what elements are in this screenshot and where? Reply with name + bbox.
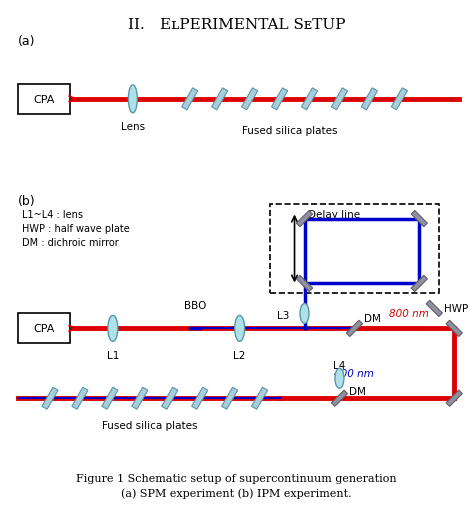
- Ellipse shape: [335, 369, 344, 388]
- Bar: [72, 387, 88, 410]
- Bar: [162, 387, 178, 410]
- Text: CPA: CPA: [33, 324, 55, 334]
- Text: Fused silica plates: Fused silica plates: [102, 420, 198, 430]
- Bar: [182, 88, 198, 111]
- Text: L1~L4 : lens
HWP : half wave plate
DM : dichroic mirror: L1~L4 : lens HWP : half wave plate DM : …: [22, 209, 130, 247]
- Text: DM: DM: [365, 314, 381, 324]
- Bar: [426, 300, 442, 317]
- Text: L4: L4: [333, 361, 346, 371]
- Bar: [391, 88, 407, 111]
- Bar: [296, 276, 313, 292]
- Bar: [252, 387, 268, 410]
- Text: Figure 1 Schematic setup of supercontinuum generation
(a) SPM experiment (b) IPM: Figure 1 Schematic setup of supercontinu…: [76, 473, 397, 498]
- Bar: [132, 387, 148, 410]
- Bar: [18, 314, 70, 344]
- Ellipse shape: [300, 304, 309, 324]
- Text: L1: L1: [107, 350, 119, 361]
- Bar: [18, 85, 70, 115]
- Bar: [346, 321, 363, 337]
- Bar: [296, 211, 313, 227]
- Bar: [102, 387, 118, 410]
- Text: 800 nm: 800 nm: [389, 309, 429, 319]
- Bar: [411, 211, 428, 227]
- Bar: [361, 88, 377, 111]
- Text: Fused silica plates: Fused silica plates: [242, 126, 337, 135]
- Text: L2: L2: [233, 350, 246, 361]
- Text: (b): (b): [18, 194, 36, 207]
- Ellipse shape: [128, 86, 137, 114]
- Bar: [221, 387, 238, 410]
- Text: 400 nm: 400 nm: [335, 369, 374, 379]
- Bar: [446, 321, 462, 337]
- Ellipse shape: [108, 316, 118, 342]
- Bar: [42, 387, 58, 410]
- Text: (a): (a): [18, 35, 36, 48]
- Text: BBO: BBO: [183, 301, 206, 311]
- Bar: [301, 88, 318, 111]
- Bar: [446, 390, 462, 407]
- Bar: [211, 88, 228, 111]
- Bar: [331, 88, 347, 111]
- Ellipse shape: [235, 316, 245, 342]
- Bar: [411, 276, 428, 292]
- Text: HWP: HWP: [444, 304, 468, 314]
- Bar: [331, 390, 347, 407]
- Text: Delay line: Delay line: [309, 209, 361, 219]
- Text: II. EʟPERIMENTAL SᴇTUP: II. EʟPERIMENTAL SᴇTUP: [128, 18, 346, 32]
- Text: Lens: Lens: [121, 122, 145, 131]
- Bar: [272, 88, 288, 111]
- Text: L3: L3: [277, 311, 290, 321]
- Bar: [270, 204, 439, 294]
- Bar: [191, 387, 208, 410]
- Bar: [242, 88, 258, 111]
- Text: DM: DM: [349, 386, 366, 396]
- Text: CPA: CPA: [33, 94, 55, 105]
